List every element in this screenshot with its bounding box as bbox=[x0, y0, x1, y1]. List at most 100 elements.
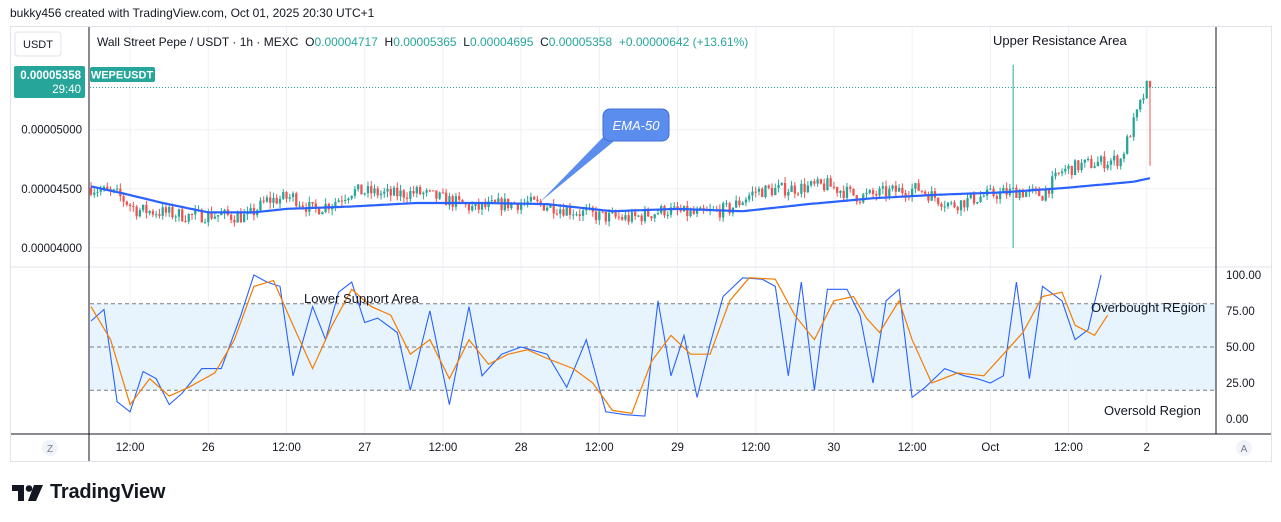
candle-body bbox=[510, 202, 513, 209]
candle-body bbox=[363, 193, 366, 195]
candle-body bbox=[927, 193, 930, 201]
candle-body bbox=[1018, 191, 1021, 199]
candle-body bbox=[692, 210, 695, 214]
candle-body bbox=[321, 212, 324, 215]
candle-body bbox=[888, 188, 891, 197]
candle-body bbox=[99, 189, 102, 192]
candle-body bbox=[347, 198, 350, 201]
candle-body bbox=[1126, 136, 1129, 154]
candle-body bbox=[1145, 80, 1148, 99]
zoom-button[interactable] bbox=[42, 440, 58, 456]
candle-body bbox=[438, 192, 441, 199]
candle-body bbox=[138, 210, 142, 217]
candle-body bbox=[1002, 188, 1005, 192]
candle-body bbox=[415, 187, 418, 194]
auto-scale-button[interactable] bbox=[1236, 440, 1252, 456]
candle-body bbox=[1070, 165, 1073, 176]
candle-body bbox=[924, 191, 927, 194]
candle-body bbox=[278, 198, 282, 204]
candle-body bbox=[353, 189, 357, 196]
candle-body bbox=[858, 201, 862, 203]
candle-body bbox=[484, 203, 487, 208]
candle-body bbox=[357, 184, 360, 190]
x-tick-label: 12:00 bbox=[116, 442, 145, 454]
currency-button[interactable] bbox=[14, 31, 62, 57]
candle-body bbox=[158, 214, 161, 216]
x-tick-label: 27 bbox=[358, 442, 371, 454]
candle-body bbox=[836, 187, 839, 193]
price-tag-countdown: 29:40 bbox=[52, 84, 81, 96]
legend-symbol: Wall Street Pepe / USDT · 1h · MEXC bbox=[97, 35, 299, 49]
candle-body bbox=[943, 206, 946, 208]
candle-body bbox=[979, 196, 982, 202]
candle-body bbox=[578, 214, 581, 216]
candle-body bbox=[920, 190, 924, 192]
candle-body bbox=[666, 214, 669, 216]
symbol-tag-label: WEPEUSDT bbox=[91, 70, 154, 82]
candle-body bbox=[102, 186, 106, 190]
candle-body bbox=[819, 179, 823, 184]
candle-body bbox=[686, 205, 689, 217]
candle-body bbox=[839, 190, 842, 193]
candle-body bbox=[826, 178, 829, 191]
candle-body bbox=[816, 179, 819, 184]
candle-body bbox=[611, 212, 614, 214]
candle-body bbox=[937, 197, 940, 204]
candle-body bbox=[575, 214, 578, 216]
candle-body bbox=[1139, 99, 1142, 110]
candle-body bbox=[1067, 165, 1070, 169]
candle-body bbox=[741, 202, 744, 205]
oversold-label: Oversold Region bbox=[1104, 403, 1201, 418]
candle-body bbox=[669, 207, 673, 215]
candle-body bbox=[673, 206, 676, 208]
candle-body bbox=[383, 191, 386, 194]
candle-body bbox=[940, 203, 943, 207]
candle-body bbox=[1099, 156, 1103, 162]
candle-body bbox=[405, 197, 409, 199]
candle-body bbox=[634, 212, 637, 217]
candle-body bbox=[761, 188, 764, 198]
legend-high: 0.00005365 bbox=[393, 35, 457, 49]
candle-body bbox=[334, 202, 337, 207]
candle-body bbox=[585, 209, 588, 211]
candle-body bbox=[969, 193, 972, 198]
candle-body bbox=[370, 186, 373, 194]
candle-body bbox=[1060, 171, 1064, 174]
lower-support-label: Lower Support Area bbox=[304, 291, 420, 306]
candle-body bbox=[243, 214, 246, 223]
zoom-button-label: Z bbox=[47, 444, 53, 455]
candle-body bbox=[852, 188, 855, 196]
candle-body bbox=[1093, 166, 1096, 168]
candle-body bbox=[220, 213, 223, 216]
candle-body bbox=[891, 185, 894, 189]
candle-body bbox=[389, 188, 392, 196]
candle-body bbox=[373, 188, 376, 194]
candle-body bbox=[793, 185, 796, 194]
candle-body bbox=[780, 182, 783, 185]
candle-body bbox=[728, 203, 731, 214]
candle-body bbox=[1031, 188, 1034, 190]
candle-body bbox=[1083, 159, 1086, 163]
candle-body bbox=[298, 205, 301, 207]
candle-body bbox=[526, 201, 529, 203]
candle-body bbox=[604, 211, 607, 222]
legend-h-label: H bbox=[384, 35, 394, 49]
candle-body bbox=[213, 216, 216, 219]
candle-body bbox=[894, 185, 897, 192]
candle-body bbox=[787, 191, 790, 196]
candle-body bbox=[995, 196, 998, 199]
candle-body bbox=[849, 186, 852, 189]
candle-body bbox=[1025, 192, 1028, 197]
candle-body bbox=[568, 207, 572, 215]
candle-body bbox=[233, 219, 236, 223]
candle-body bbox=[451, 196, 454, 207]
candle-body bbox=[754, 191, 757, 193]
candle-body bbox=[471, 205, 474, 211]
candle-body bbox=[963, 200, 966, 208]
candle-body bbox=[757, 188, 761, 192]
x-tick-label: 12:00 bbox=[429, 442, 458, 454]
attribution-header: bukky456 created with TradingView.com, O… bbox=[10, 6, 375, 20]
candle-body bbox=[177, 209, 181, 217]
x-tick-label: 30 bbox=[828, 442, 841, 454]
